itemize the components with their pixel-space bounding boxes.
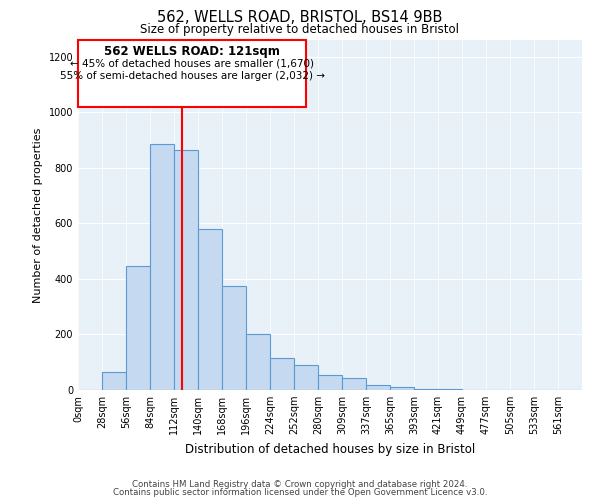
X-axis label: Distribution of detached houses by size in Bristol: Distribution of detached houses by size … xyxy=(185,442,475,456)
Bar xyxy=(414,388,438,390)
Bar xyxy=(390,387,414,390)
Bar xyxy=(150,144,174,390)
Text: 562, WELLS ROAD, BRISTOL, BS14 9BB: 562, WELLS ROAD, BRISTOL, BS14 9BB xyxy=(157,10,443,25)
Text: Contains public sector information licensed under the Open Government Licence v3: Contains public sector information licen… xyxy=(113,488,487,497)
Bar xyxy=(270,358,294,390)
Y-axis label: Number of detached properties: Number of detached properties xyxy=(33,128,43,302)
Text: ← 45% of detached houses are smaller (1,670): ← 45% of detached houses are smaller (1,… xyxy=(70,58,314,68)
Text: 562 WELLS ROAD: 121sqm: 562 WELLS ROAD: 121sqm xyxy=(104,44,280,58)
Bar xyxy=(126,266,150,390)
Bar xyxy=(294,365,318,390)
Bar xyxy=(342,378,366,390)
Text: 55% of semi-detached houses are larger (2,032) →: 55% of semi-detached houses are larger (… xyxy=(59,71,325,81)
Bar xyxy=(318,374,342,390)
Bar xyxy=(78,40,306,106)
Bar xyxy=(366,385,390,390)
Bar xyxy=(222,286,246,390)
Bar xyxy=(198,229,222,390)
Bar xyxy=(174,150,198,390)
Text: Size of property relative to detached houses in Bristol: Size of property relative to detached ho… xyxy=(140,22,460,36)
Text: Contains HM Land Registry data © Crown copyright and database right 2024.: Contains HM Land Registry data © Crown c… xyxy=(132,480,468,489)
Bar xyxy=(246,334,270,390)
Bar xyxy=(102,372,126,390)
